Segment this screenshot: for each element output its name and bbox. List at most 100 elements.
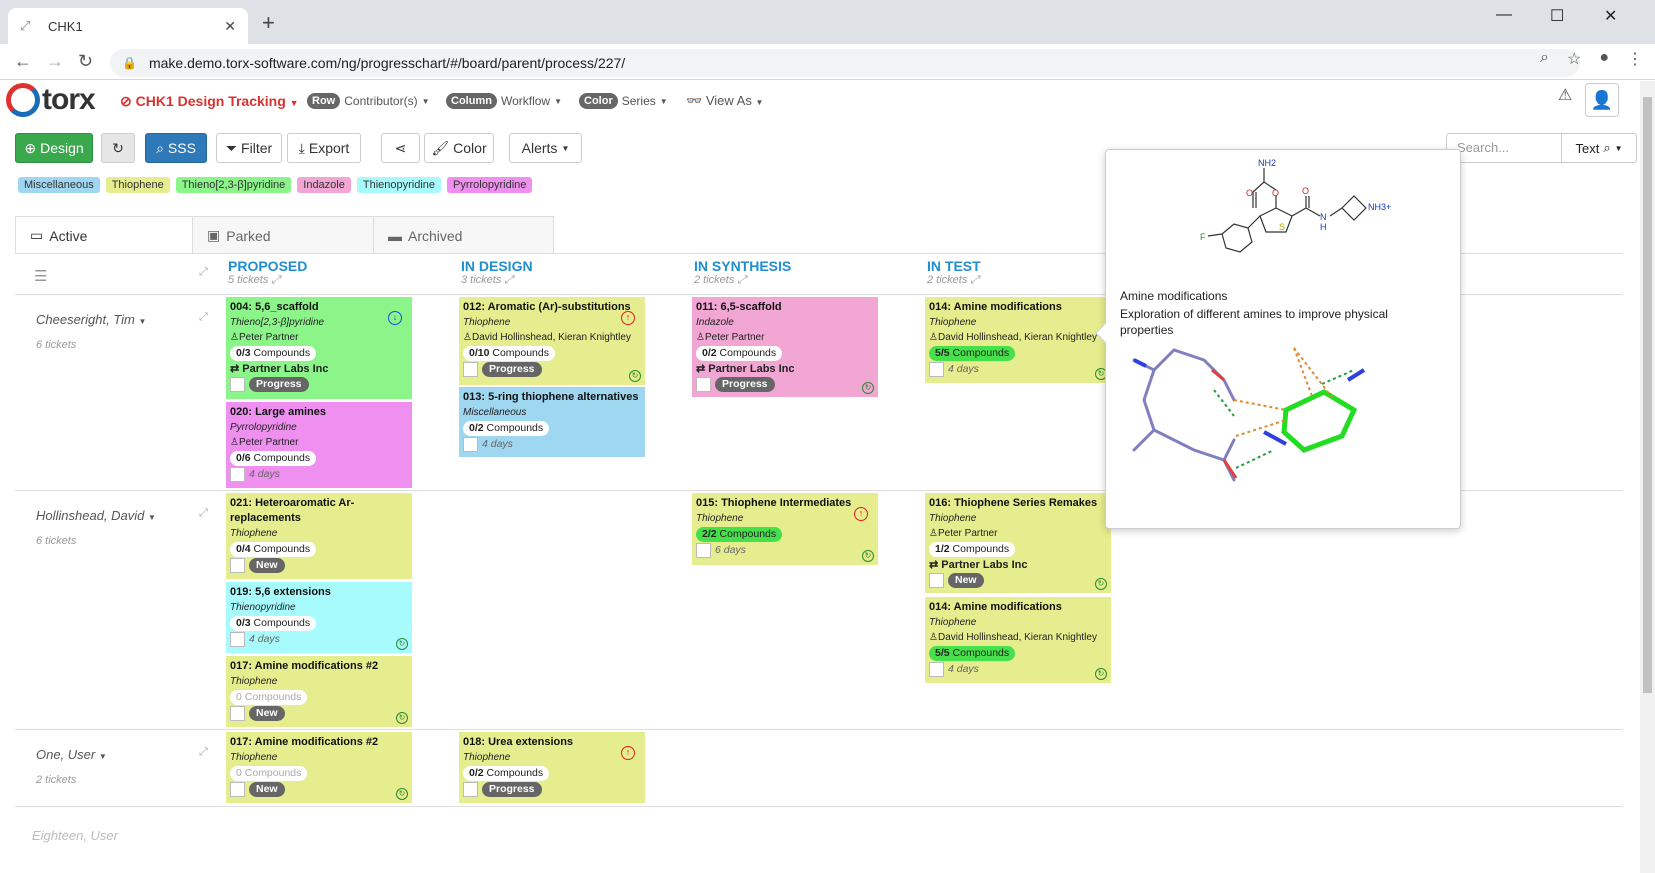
browser-tab[interactable]: ⤢ CHK1 ✕ [8, 8, 248, 44]
row-label-hollinshead[interactable]: Hollinshead, David ▼ [36, 508, 156, 523]
new-tab-icon[interactable]: + [262, 10, 275, 35]
refresh-status-icon[interactable]: ↻ [629, 370, 641, 382]
ticket-card[interactable]: 021: Heteroaromatic Ar-replacements Thio… [226, 493, 412, 579]
compounds-badge[interactable]: 5/5 Compounds [929, 646, 1016, 661]
back-icon[interactable]: ← [14, 51, 32, 71]
zoom-icon[interactable]: ⌕ [1540, 49, 1549, 66]
status-badge[interactable]: New [249, 782, 285, 797]
search-mode-select[interactable]: Text ⌕ ▼ [1561, 133, 1637, 163]
priority-up-icon[interactable]: ↑ [621, 746, 635, 760]
legend-item[interactable]: Indazole [297, 177, 351, 193]
priority-down-icon[interactable]: ↓ [388, 311, 402, 325]
filter-button[interactable]: ⏷ Filter [216, 133, 282, 163]
status-badge[interactable]: New [249, 706, 285, 721]
color-button[interactable]: 🖌 Color [424, 133, 494, 163]
row-selector[interactable]: Row Contributor(s) ▼ [307, 93, 430, 109]
status-badge[interactable]: Progress [482, 782, 542, 797]
expand-icon[interactable]: ⤢ [504, 274, 514, 286]
legend-item[interactable]: Thienopyridine [356, 177, 442, 193]
row-label-cheeseright[interactable]: Cheeseright, Tim ▼ [36, 312, 146, 327]
compounds-badge[interactable]: 0/6 Compounds [230, 451, 317, 466]
status-badge[interactable]: Progress [249, 377, 309, 392]
maximize-icon[interactable]: ☐ [1550, 8, 1565, 25]
row-label-eighteen[interactable]: Eighteen, User [32, 828, 118, 843]
expand-icon[interactable]: ⤢ [970, 274, 980, 286]
ticket-checkbox[interactable] [230, 467, 245, 482]
compounds-badge[interactable]: 0/2 Compounds [463, 766, 550, 781]
tab-active[interactable]: ▭ Active [15, 216, 193, 254]
ticket-checkbox[interactable] [463, 782, 478, 797]
tab-archived[interactable]: ▬ Archived [373, 216, 554, 254]
ticket-card[interactable]: 013: 5-ring thiophene alternatives Misce… [459, 387, 645, 457]
refresh-status-icon[interactable]: ↻ [1095, 578, 1107, 590]
refresh-status-icon[interactable]: ↻ [396, 788, 408, 800]
expand-icon[interactable]: ⤢ [271, 274, 281, 286]
star-icon[interactable]: ☆ [1566, 51, 1582, 68]
compounds-badge[interactable]: 0/4 Compounds [230, 542, 317, 557]
close-window-icon[interactable]: ✕ [1604, 8, 1618, 25]
url-field[interactable]: 🔒 make.demo.torx-software.com/ng/progres… [110, 49, 1580, 77]
ticket-card[interactable]: 017: Amine modifications #2 Thiophene 0 … [226, 656, 412, 727]
compounds-badge[interactable]: 0 Compounds [230, 766, 308, 781]
ticket-card[interactable]: 014: Amine modifications Thiophene ♙Davi… [925, 597, 1111, 683]
refresh-status-icon[interactable]: ↻ [396, 712, 408, 724]
compounds-badge[interactable]: 0/10 Compounds [463, 346, 555, 361]
status-badge[interactable]: New [249, 558, 285, 573]
ticket-card[interactable]: 015: Thiophene Intermediates Thiophene 2… [692, 493, 878, 565]
column-selector[interactable]: Column Workflow ▼ [446, 93, 562, 109]
compounds-badge[interactable]: 0/3 Compounds [230, 616, 317, 631]
minimize-icon[interactable]: — [1496, 6, 1512, 23]
ticket-checkbox[interactable] [230, 632, 245, 647]
compounds-badge[interactable]: 2/2 Compounds [696, 527, 783, 542]
compounds-badge[interactable]: 0/3 Compounds [230, 346, 317, 361]
expand-icon[interactable]: ⤢ [199, 311, 208, 323]
ticket-checkbox[interactable] [230, 558, 245, 573]
status-badge[interactable]: Progress [482, 362, 542, 377]
expand-icon[interactable]: ⤢ [199, 746, 208, 758]
close-tab-icon[interactable]: ✕ [224, 17, 236, 34]
export-button[interactable]: ⤓ Export [287, 133, 361, 163]
status-badge[interactable]: New [948, 573, 984, 588]
status-badge[interactable]: Progress [715, 377, 775, 392]
ticket-checkbox[interactable] [463, 362, 478, 377]
hamburger-icon[interactable]: ☰ [34, 268, 48, 285]
refresh-status-icon[interactable]: ↻ [862, 550, 874, 562]
legend-item[interactable]: Thiophene [105, 177, 170, 193]
refresh-status-icon[interactable]: ↻ [396, 638, 408, 650]
ticket-checkbox[interactable] [230, 706, 245, 721]
refresh-status-icon[interactable]: ↻ [1095, 668, 1107, 680]
view-as-menu[interactable]: 👓 View As ▼ [686, 93, 763, 109]
ticket-card[interactable]: 016: Thiophene Series Remakes Thiophene … [925, 493, 1111, 593]
share-button[interactable]: ⋖ [381, 133, 420, 163]
compounds-badge[interactable]: 5/5 Compounds [929, 346, 1016, 361]
legend-item[interactable]: Miscellaneous [18, 177, 100, 193]
sss-button[interactable]: ⌕ SSS [145, 133, 207, 163]
forward-icon[interactable]: → [46, 51, 64, 71]
ticket-card[interactable]: 012: Aromatic (Ar)-substitutions Thiophe… [459, 297, 645, 385]
refresh-status-icon[interactable]: ↻ [862, 382, 874, 394]
ticket-checkbox[interactable] [463, 437, 478, 452]
ticket-checkbox[interactable] [696, 543, 711, 558]
ticket-card[interactable]: 004: 5,6_scaffold Thieno[2,3-β]pyridine … [226, 297, 412, 399]
design-button[interactable]: ⊕ Design [15, 133, 93, 163]
legend-item[interactable]: Thieno[2,3-β]pyridine [175, 177, 292, 193]
tab-parked[interactable]: ▣ Parked [192, 216, 374, 254]
priority-up-icon[interactable]: ↑ [621, 311, 635, 325]
ticket-checkbox[interactable] [230, 377, 245, 392]
expand-icon[interactable]: ⤢ [199, 507, 208, 519]
expand-icon[interactable]: ⤢ [199, 266, 208, 278]
ticket-card[interactable]: 014: Amine modifications Thiophene ♙Davi… [925, 297, 1111, 383]
priority-up-icon[interactable]: ↑ [854, 507, 868, 521]
ticket-card[interactable]: 019: 5,6 extensions Thienopyridine 0/3 C… [226, 582, 412, 653]
more-icon[interactable]: ⋮ [1627, 51, 1643, 68]
color-selector[interactable]: Color Series ▼ [579, 93, 668, 109]
compounds-badge[interactable]: 0 Compounds [230, 690, 308, 705]
ticket-card[interactable]: 020: Large amines Pyrrolopyridine ♙Peter… [226, 402, 412, 488]
reload-icon[interactable]: ↻ [78, 51, 94, 71]
alerts-button[interactable]: Alerts ▼ [509, 133, 582, 163]
ticket-card[interactable]: 017: Amine modifications #2 Thiophene 0 … [226, 732, 412, 803]
ticket-checkbox[interactable] [230, 782, 245, 797]
warning-icon[interactable]: ⚠ [1558, 87, 1573, 104]
scrollbar-thumb[interactable] [1643, 97, 1652, 693]
search-input[interactable]: Search... [1446, 133, 1562, 163]
